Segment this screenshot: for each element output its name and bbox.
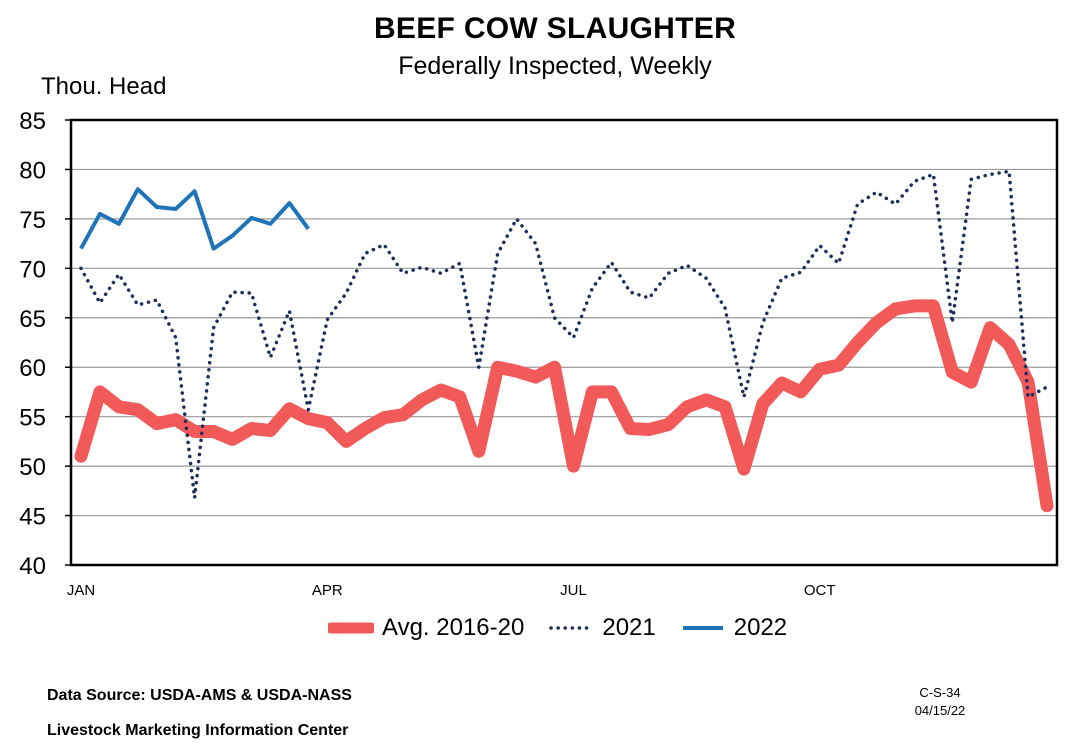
legend-item-avg: Avg. 2016-20 (328, 614, 524, 642)
series-line-1 (79, 169, 1049, 500)
legend-swatch-avg (328, 622, 374, 634)
x-tick-label: OCT (804, 582, 836, 599)
legend-item-2021: 2021 (548, 614, 656, 642)
chart-code-block: C-S-34 04/15/22 (900, 684, 980, 720)
grid-lines (71, 168, 1057, 517)
y-axis-ticks: 40 45 50 55 60 65 70 75 80 85 (19, 108, 71, 580)
y-tick-label: 50 (19, 454, 46, 481)
x-tick-label: JUL (560, 582, 587, 599)
legend-label-2022: 2022 (733, 614, 788, 641)
data-source-note: Data Source: USDA-AMS & USDA-NASS (47, 687, 352, 704)
y-axis-label: Thou. Head (41, 73, 167, 100)
series-line-2 (79, 187, 310, 251)
plot-frame (69, 118, 1059, 567)
y-tick-label: 80 (19, 157, 46, 184)
x-tick-label: JAN (67, 582, 95, 599)
chart-code: C-S-34 (919, 685, 961, 700)
y-tick-label: 45 (19, 504, 46, 531)
y-tick-label: 70 (19, 256, 46, 283)
legend-label-avg: Avg. 2016-20 (382, 614, 525, 641)
y-tick-label: 75 (19, 207, 46, 234)
chart-title: BEEF COW SLAUGHTER (373, 12, 737, 45)
y-tick-label: 65 (19, 306, 46, 333)
chart-date: 04/15/22 (914, 703, 966, 718)
legend-swatch-2022 (682, 626, 723, 630)
organization-name: Livestock Marketing Information Center (47, 722, 349, 739)
y-tick-label: 85 (19, 108, 46, 135)
legend-swatch-2021 (549, 626, 594, 630)
y-tick-label: 60 (19, 355, 46, 382)
legend: Avg. 2016-20 2021 2022 (328, 612, 811, 644)
x-tick-label: APR (312, 582, 343, 599)
y-tick-label: 40 (19, 553, 46, 580)
series-line-0 (74, 299, 1054, 513)
series-layer (74, 169, 1054, 513)
legend-label-2021: 2021 (602, 614, 656, 641)
chart-subtitle: Federally Inspected, Weekly (398, 52, 712, 80)
y-tick-label: 55 (19, 405, 46, 432)
legend-item-2022: 2022 (680, 614, 787, 642)
x-axis-ticks: JAN APR JUL OCT (67, 582, 836, 599)
